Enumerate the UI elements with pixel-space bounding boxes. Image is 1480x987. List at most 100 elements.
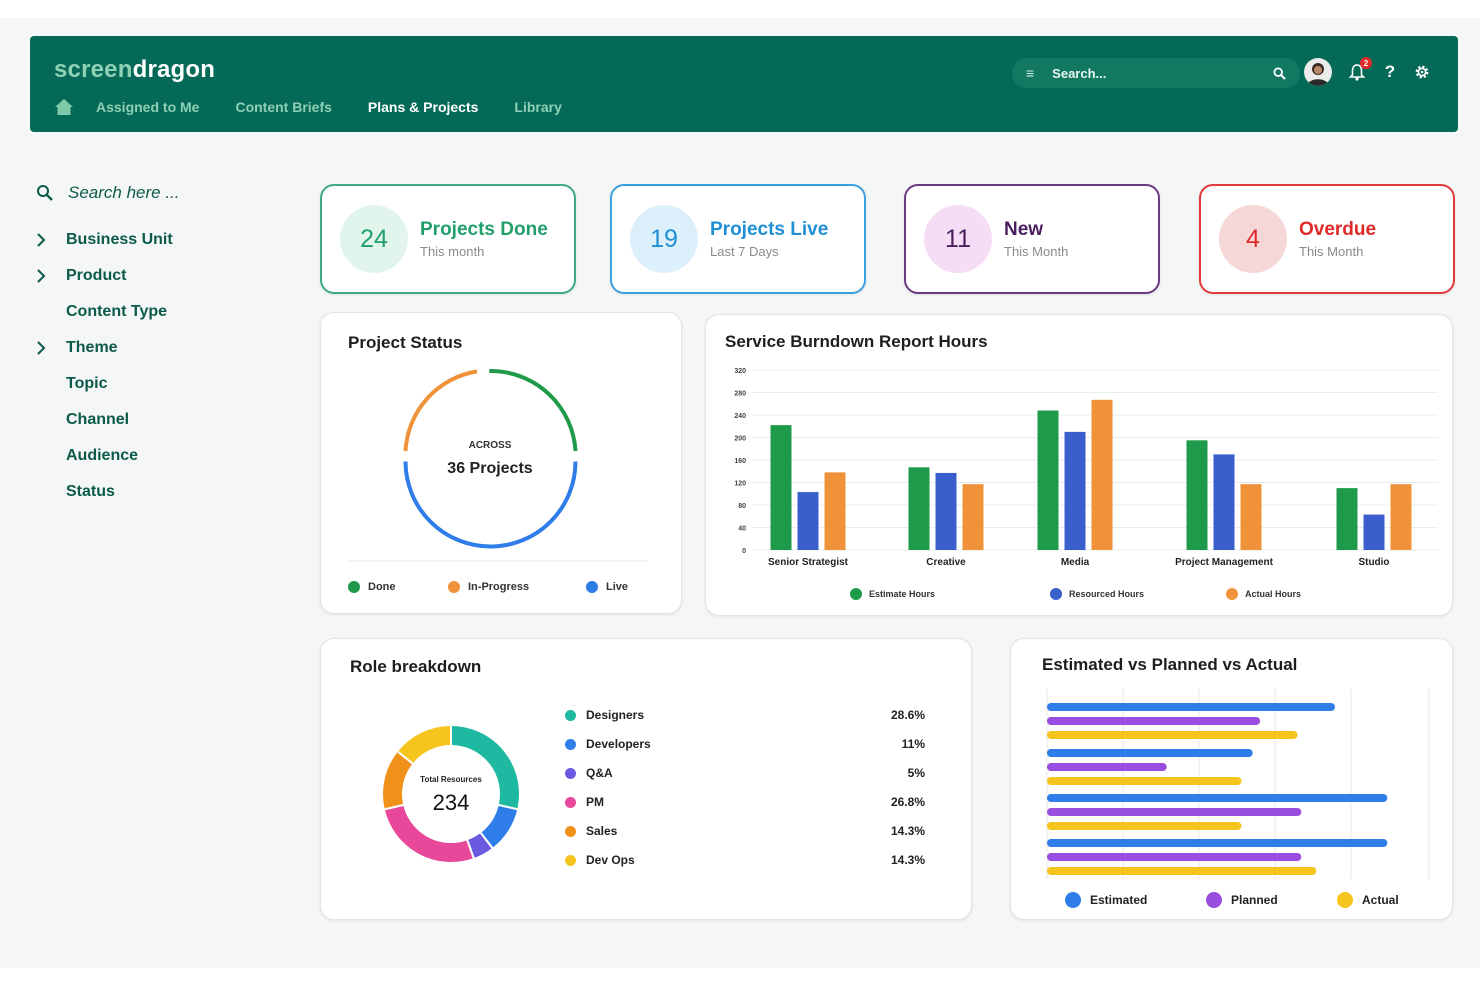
bar-estimated[interactable] (1047, 839, 1388, 847)
donut-segment-in-progress[interactable] (403, 369, 478, 452)
chart-title: Estimated vs Planned vs Actual (1042, 655, 1298, 674)
bar-actual[interactable] (1047, 731, 1298, 739)
service-burndown-panel: Service Burndown Report Hours 0 40 80 120 16… (705, 314, 1453, 616)
legend-label: Planned (1231, 893, 1278, 907)
legend-in-progress: In-Progress (448, 581, 529, 593)
legend-dot (1065, 892, 1081, 908)
stat-value: 19 (650, 224, 678, 253)
sidebar-item-theme[interactable]: Theme (36, 330, 276, 366)
bar-actual[interactable] (1047, 867, 1317, 875)
stat-text: New This Month (1004, 219, 1068, 259)
donut-center-value: 234 (433, 790, 470, 815)
sidebar-item-label: Product (66, 267, 127, 284)
stat-title: Projects Done (420, 219, 548, 240)
stat-value-circle: 24 (340, 205, 408, 273)
role-row: Sales 14.3% (565, 821, 925, 841)
menu-icon[interactable]: ≡ (1026, 65, 1035, 81)
chevron-right-icon[interactable] (36, 269, 66, 283)
legend-label: Live (606, 581, 629, 593)
bar-planned[interactable] (1047, 717, 1261, 725)
bar-resourced-hours[interactable] (1363, 514, 1385, 550)
bar-estimated[interactable] (1047, 794, 1388, 802)
notification-badge: 2 (1360, 57, 1372, 69)
sidebar-item-topic[interactable]: Topic (36, 366, 276, 402)
legend-dot (565, 825, 576, 837)
y-tick-label: 280 (734, 391, 746, 398)
stat-text: Overdue This Month (1299, 219, 1376, 259)
bar-estimated[interactable] (1047, 749, 1253, 757)
bar-resourced-hours[interactable] (797, 492, 819, 550)
chevron-right-icon[interactable] (36, 233, 66, 247)
stat-card-overdue[interactable]: 4 Overdue This Month (1199, 184, 1455, 294)
bar-actual[interactable] (1047, 777, 1242, 785)
role-label: Developers (586, 737, 651, 751)
bar-planned[interactable] (1047, 763, 1167, 771)
stat-value-circle: 4 (1219, 205, 1287, 273)
search-input[interactable] (1052, 65, 1273, 81)
main-nav: Assigned to Me Content Briefs Plans & Pr… (54, 98, 598, 116)
help-icon[interactable]: ? (1384, 62, 1396, 81)
chart-title: Service Burndown Report Hours (725, 332, 988, 351)
bar-planned[interactable] (1047, 853, 1302, 861)
sidebar-item-label: Theme (66, 339, 118, 356)
sidebar-item-status[interactable]: Status (36, 474, 276, 510)
bar-estimate-hours[interactable] (1336, 488, 1358, 550)
role-row: Dev Ops 14.3% (565, 850, 925, 870)
search-icon[interactable] (1273, 66, 1286, 80)
sidebar-item-audience[interactable]: Audience (36, 438, 276, 474)
app-logo[interactable]: screendragon (54, 56, 215, 84)
donut-segment-live[interactable] (403, 461, 578, 549)
bar-estimate-hours[interactable] (770, 425, 792, 550)
donut-segment-done[interactable] (489, 368, 578, 452)
role-label: Dev Ops (586, 853, 635, 867)
donut-segment-dev-ops[interactable] (395, 723, 452, 766)
stat-card-projects-done[interactable]: 24 Projects Done This month (320, 184, 576, 294)
bar-actual-hours[interactable] (1091, 399, 1113, 550)
bar-actual-hours[interactable] (1390, 484, 1412, 550)
x-tick-label: Creative (926, 557, 966, 568)
x-tick-label: Media (1061, 557, 1090, 568)
bar-resourced-hours[interactable] (935, 472, 957, 550)
role-row: Q&A 5% (565, 763, 925, 783)
bar-planned[interactable] (1047, 808, 1302, 816)
bar-estimate-hours[interactable] (1037, 410, 1059, 551)
sidebar-item-label: Business Unit (66, 231, 173, 248)
sidebar-item-product[interactable]: Product (36, 258, 276, 294)
stat-value-circle: 19 (630, 205, 698, 273)
stat-card-projects-live[interactable]: 19 Projects Live Last 7 Days (610, 184, 866, 294)
stat-value: 24 (360, 224, 388, 253)
settings-gear-icon[interactable] (1412, 62, 1432, 82)
bar-estimated[interactable] (1047, 703, 1335, 711)
bar-resourced-hours[interactable] (1064, 431, 1086, 550)
stat-subtitle: This Month (1004, 244, 1069, 259)
legend-dot (1337, 892, 1353, 908)
bar-estimate-hours[interactable] (1186, 440, 1208, 550)
stat-subtitle: Last 7 Days (710, 244, 779, 259)
legend-dot (448, 581, 460, 593)
notifications-bell-icon[interactable]: 2 (1346, 57, 1372, 83)
nav-content-briefs[interactable]: Content Briefs (235, 99, 332, 115)
nav-assigned-to-me[interactable]: Assigned to Me (96, 99, 200, 115)
nav-library[interactable]: Library (514, 99, 562, 115)
sidebar-item-channel[interactable]: Channel (36, 402, 276, 438)
bar-actual[interactable] (1047, 822, 1242, 830)
estimated-planned-actual-chart: Estimated Planned Actual (1046, 689, 1430, 908)
home-icon[interactable] (54, 98, 74, 116)
sidebar-item-business-unit[interactable]: Business Unit (36, 222, 276, 258)
sidebar-item-content-type[interactable]: Content Type (36, 294, 276, 330)
chevron-right-icon[interactable] (36, 341, 66, 355)
bar-estimate-hours[interactable] (908, 467, 930, 550)
stat-card-new[interactable]: 11 New This Month (904, 184, 1160, 294)
bar-actual-hours[interactable] (824, 472, 846, 550)
user-avatar[interactable] (1304, 58, 1332, 86)
donut-center-value: 36 Projects (447, 460, 532, 477)
bar-resourced-hours[interactable] (1213, 454, 1235, 550)
nav-plans-projects[interactable]: Plans & Projects (367, 99, 479, 115)
sidebar-search-input[interactable] (68, 183, 248, 203)
logo-part-2: dragon (132, 56, 216, 83)
bar-actual-hours[interactable] (1240, 484, 1262, 550)
stat-value: 4 (1246, 224, 1260, 253)
role-percentage: 14.3% (890, 824, 925, 838)
role-breakdown-donut: Total Resources 234 (381, 723, 521, 864)
bar-actual-hours[interactable] (962, 484, 984, 550)
